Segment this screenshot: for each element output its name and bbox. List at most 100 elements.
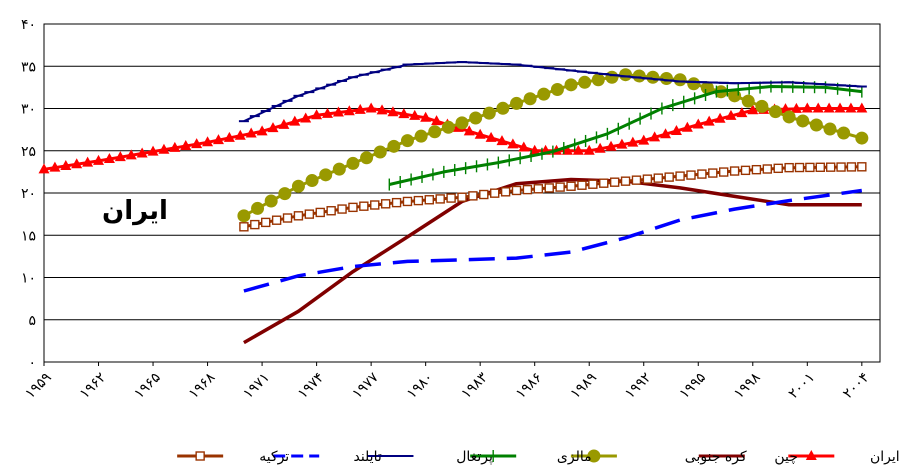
data-point xyxy=(719,167,729,177)
data-point xyxy=(578,75,592,89)
data-point xyxy=(482,106,496,120)
data-point xyxy=(616,138,628,149)
data-point xyxy=(431,115,443,126)
data-point xyxy=(564,78,578,92)
data-point xyxy=(304,209,315,219)
data-point xyxy=(300,112,312,123)
series-4 xyxy=(238,61,867,123)
data-point xyxy=(191,138,203,149)
data-point xyxy=(373,145,387,159)
data-point xyxy=(147,145,159,156)
data-point xyxy=(729,166,740,176)
data-point xyxy=(627,136,639,147)
data-point xyxy=(463,125,475,136)
data-point xyxy=(267,122,279,133)
legend-label: چین xyxy=(774,449,798,465)
data-point xyxy=(49,161,61,172)
data-point xyxy=(805,162,815,173)
data-point xyxy=(815,162,825,172)
data-point xyxy=(782,110,796,124)
data-point xyxy=(642,174,653,184)
series-5 xyxy=(243,188,863,293)
legend-label: ترکیه xyxy=(259,449,289,465)
data-point xyxy=(572,144,584,155)
data-point xyxy=(577,180,587,190)
data-point xyxy=(632,69,646,83)
data-point xyxy=(387,139,401,153)
data-point xyxy=(507,138,519,149)
data-point xyxy=(566,181,576,191)
legend-label: تایلند xyxy=(353,449,381,465)
legend-label: مالزی xyxy=(557,449,592,465)
y-tick-label: ۴۰ xyxy=(21,17,36,33)
series-layer xyxy=(38,61,869,345)
series-2 xyxy=(237,68,869,223)
data-point xyxy=(354,103,366,114)
data-point xyxy=(485,131,497,142)
y-tick-label: ۰ xyxy=(28,355,36,371)
data-point xyxy=(755,99,769,113)
data-point xyxy=(376,104,388,115)
y-tick-label: ۳۰ xyxy=(21,102,36,118)
data-point xyxy=(402,196,413,207)
data-point xyxy=(413,195,424,206)
data-point xyxy=(332,162,346,176)
data-point xyxy=(195,451,205,461)
data-point xyxy=(583,144,595,155)
y-tick-label: ۱۵ xyxy=(21,228,36,244)
data-point xyxy=(561,144,573,155)
legend-label: کره جنوبی xyxy=(685,449,747,465)
plot-area-frame xyxy=(43,23,881,363)
data-point xyxy=(773,163,783,174)
data-point xyxy=(82,156,94,167)
data-point xyxy=(769,105,782,119)
data-point xyxy=(278,187,292,201)
data-point xyxy=(823,122,837,136)
data-point xyxy=(751,164,762,175)
data-point xyxy=(441,120,455,134)
data-point xyxy=(319,168,333,182)
data-point xyxy=(359,201,369,211)
data-point xyxy=(591,73,605,87)
data-point xyxy=(605,140,617,151)
data-point xyxy=(740,165,751,176)
data-point xyxy=(271,215,282,225)
data-point xyxy=(681,121,693,132)
data-point xyxy=(158,143,170,154)
data-point xyxy=(435,194,445,204)
data-point xyxy=(708,168,718,178)
data-point xyxy=(537,87,551,101)
data-point xyxy=(346,156,360,170)
data-point xyxy=(370,200,380,210)
legend-item: چین xyxy=(698,449,798,465)
data-point xyxy=(71,158,83,169)
data-point xyxy=(387,106,399,117)
data-point xyxy=(496,135,508,146)
data-point xyxy=(518,141,530,152)
data-point xyxy=(202,136,214,147)
data-point xyxy=(398,108,410,119)
data-point xyxy=(649,131,661,142)
data-point xyxy=(599,178,609,188)
data-point xyxy=(837,126,851,140)
data-point xyxy=(293,211,304,221)
data-point xyxy=(555,182,565,192)
series-line xyxy=(243,188,863,293)
data-point xyxy=(311,109,323,120)
data-point xyxy=(278,118,290,129)
data-point xyxy=(675,171,685,181)
data-point xyxy=(446,193,456,203)
data-point xyxy=(594,142,606,153)
data-point xyxy=(469,111,483,125)
data-point xyxy=(250,219,260,230)
data-point xyxy=(588,179,598,189)
series-line xyxy=(388,85,862,186)
data-point xyxy=(332,106,344,117)
data-point xyxy=(747,104,759,115)
gridlines xyxy=(44,65,880,321)
data-point xyxy=(237,209,251,223)
series-6 xyxy=(239,162,867,232)
data-point xyxy=(523,92,537,106)
data-point xyxy=(825,162,836,172)
data-point xyxy=(251,201,265,215)
